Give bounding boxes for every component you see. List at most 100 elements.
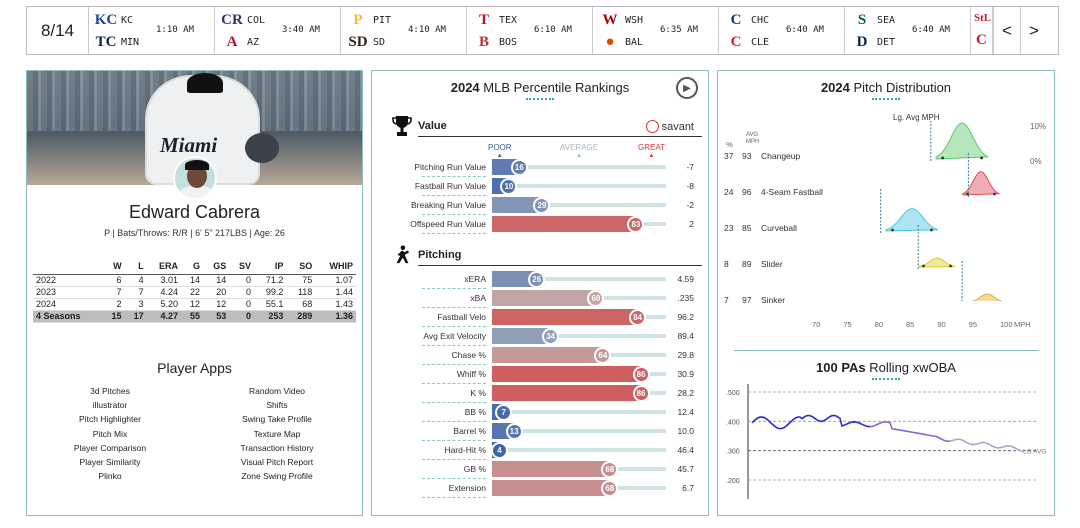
pitch-row-curveball[interactable]: 23 85 Curveball xyxy=(718,213,1054,239)
xwoba-chart: .500 .400 .300 .200 LG AVG xyxy=(726,384,1046,499)
scores-prev-button[interactable]: < xyxy=(993,7,1020,54)
rankings-title: 2024 MLB Percentile Rankings xyxy=(372,80,708,100)
game-pit-sd[interactable]: P PIT SD SD 4:10 AM xyxy=(341,7,467,54)
stats-header xyxy=(33,259,103,275)
percentile-row-k-[interactable]: K % 86 28.2 xyxy=(372,385,708,403)
row-divider xyxy=(422,402,486,403)
pitch-row-slider[interactable]: 8 89 Slider xyxy=(718,249,1054,275)
stats-cell: 1.07 xyxy=(315,274,356,287)
x-tick-label: 80 xyxy=(874,320,883,329)
away-team: COL xyxy=(247,14,266,26)
pitch-row-changeup[interactable]: 37 93 Changeup xyxy=(718,141,1054,167)
metric-value: -8 xyxy=(686,181,694,191)
percentile-dot: 60 xyxy=(587,290,605,307)
stats-total-cell: 0 xyxy=(229,310,254,323)
home-team: SD xyxy=(373,36,386,48)
percentile-row-gb-[interactable]: GB % 68 45.7 xyxy=(372,461,708,479)
apps-left-column: 3d Pitches illustrator Pitch Highlighter Pi… xyxy=(35,384,185,483)
xwoba-line-mid xyxy=(869,421,951,443)
percentile-bar xyxy=(492,197,543,213)
twins-logo-icon: TC xyxy=(95,33,117,50)
row-divider xyxy=(422,459,486,460)
game-tex-bos[interactable]: T TEX B BOS 6:10 AM xyxy=(467,7,593,54)
pitch-avg-mph: 96 xyxy=(742,187,752,197)
percentile-track xyxy=(492,410,666,414)
scale-average-label: AVERAGE ▲ xyxy=(560,143,599,159)
pitch-row-4-seam-fastball[interactable]: 24 96 4-Seam Fastball xyxy=(718,177,1054,203)
stats-cell: 7 xyxy=(102,286,125,299)
stats-cell: 4.24 xyxy=(146,286,182,299)
percentile-row-offspeed-run-value[interactable]: Offspeed Run Value 83 2 xyxy=(372,216,708,234)
game-kc-min[interactable]: KC KC TC MIN 1:10 AM xyxy=(89,7,215,54)
rockies-logo-icon: CR xyxy=(221,11,243,28)
player-name: Edward Cabrera xyxy=(128,202,261,222)
game-col-az[interactable]: CR COL A AZ 3:40 AM xyxy=(215,7,341,54)
percentile-row-barrel-[interactable]: Barrel % 13 10.0 xyxy=(372,423,708,441)
stats-header: L xyxy=(124,259,147,275)
metric-value: 96.2 xyxy=(677,312,694,322)
percentile-row-fastball-run-value[interactable]: Fastball Run Value 10 -8 xyxy=(372,178,708,196)
percentile-row-extension[interactable]: Extension 68 6.7 xyxy=(372,480,708,498)
row-divider xyxy=(422,364,486,365)
scores-date[interactable]: 8/14 xyxy=(27,7,89,54)
percentile-dot: 29 xyxy=(533,197,551,214)
app-link-visual-pitch-report[interactable]: Visual Pitch Report xyxy=(240,457,314,468)
percentile-row-whiff-[interactable]: Whiff % 86 30.9 xyxy=(372,366,708,384)
game-chc-cle[interactable]: C CHC C CLE 6:40 AM xyxy=(719,7,845,54)
percentile-row-breaking-run-value[interactable]: Breaking Run Value 29 -2 xyxy=(372,197,708,215)
percentile-dot: 68 xyxy=(601,480,619,497)
stats-total-cell: 253 xyxy=(253,310,287,323)
app-link-illustrator[interactable]: illustrator xyxy=(92,400,128,411)
pitch-usage: 7 xyxy=(724,295,729,305)
app-link-swing-take-profile[interactable]: Swing Take Profile xyxy=(242,414,312,425)
metric-value: 89.4 xyxy=(677,331,694,341)
app-link-zone-swing-profile[interactable]: Zone Swing Profile xyxy=(241,471,313,482)
row-divider xyxy=(422,176,486,177)
savant-link[interactable]: savant xyxy=(645,120,694,133)
pitching-section-header: Pitching xyxy=(392,244,461,266)
curve-endpoint xyxy=(966,192,969,196)
app-link-3d-pitches[interactable]: 3d Pitches xyxy=(90,386,130,396)
percentile-row-xera[interactable]: xERA 26 4.59 xyxy=(372,271,708,289)
scores-next-button[interactable]: > xyxy=(1020,7,1047,54)
game-wsh-bal[interactable]: W WSH ● BAL 6:35 AM xyxy=(593,7,719,54)
stats-total-cell: 53 xyxy=(203,310,230,323)
app-link-pitch-mix[interactable]: Pitch Mix xyxy=(92,428,128,439)
percentile-row-hard-hit-[interactable]: Hard-Hit % 4 46.4 xyxy=(372,442,708,460)
percentile-row-pitching-run-value[interactable]: Pitching Run Value 16 -7 xyxy=(372,159,708,177)
app-link-plinko[interactable]: Plinko xyxy=(98,471,122,482)
value-section-header: Value xyxy=(392,115,447,137)
app-link-random-video[interactable]: Random Video xyxy=(248,386,306,396)
percentile-row-xba[interactable]: xBA 60 .235 xyxy=(372,290,708,308)
app-link-pitch-highlighter[interactable]: Pitch Highlighter xyxy=(79,414,141,425)
pitch-density-curve xyxy=(972,293,1002,301)
metric-label: Breaking Run Value xyxy=(411,200,486,210)
pitch-row-sinker[interactable]: 7 97 Sinker xyxy=(718,285,1054,311)
stats-cell: 12 xyxy=(181,298,204,311)
game-time: 6:10 AM xyxy=(534,25,572,35)
stats-total-cell: 4 Seasons xyxy=(33,310,103,323)
app-link-player-comparison[interactable]: Player Comparison xyxy=(73,442,147,453)
percentile-track xyxy=(492,448,666,452)
game-sea-det[interactable]: S SEA D DET 6:40 AM xyxy=(845,7,971,54)
metric-label: Fastball Run Value xyxy=(414,181,486,191)
y-tick-label: .200 xyxy=(726,478,740,485)
pitch-avg-mph: 97 xyxy=(742,295,752,305)
percentile-row-bb-[interactable]: BB % 7 12.4 xyxy=(372,404,708,422)
percentile-row-chase-[interactable]: Chase % 64 29.8 xyxy=(372,347,708,365)
lg-avg-label: Lg. Avg MPH xyxy=(893,113,940,122)
game-extra[interactable]: StL C xyxy=(971,7,993,54)
royals-logo-icon: KC xyxy=(94,11,118,28)
metric-label: Chase % xyxy=(451,350,487,360)
home-team: CLE xyxy=(751,36,770,48)
away-team: TEX xyxy=(499,14,518,26)
percentile-row-avg-exit-velocity[interactable]: Avg Exit Velocity 34 89.4 xyxy=(372,328,708,346)
app-link-player-similarity[interactable]: Player Similarity xyxy=(79,457,141,468)
app-link-transaction-history[interactable]: Transaction History xyxy=(240,442,314,453)
x-unit-label: MPH xyxy=(1014,320,1031,329)
app-link-shifts[interactable]: Shifts xyxy=(266,400,288,411)
percentile-row-fastball-velo[interactable]: Fastball Velo 84 96.2 xyxy=(372,309,708,327)
play-icon[interactable]: ▶ xyxy=(676,77,698,99)
app-link-texture-map[interactable]: Texture Map xyxy=(253,428,301,439)
game-time: 1:10 AM xyxy=(156,25,194,35)
